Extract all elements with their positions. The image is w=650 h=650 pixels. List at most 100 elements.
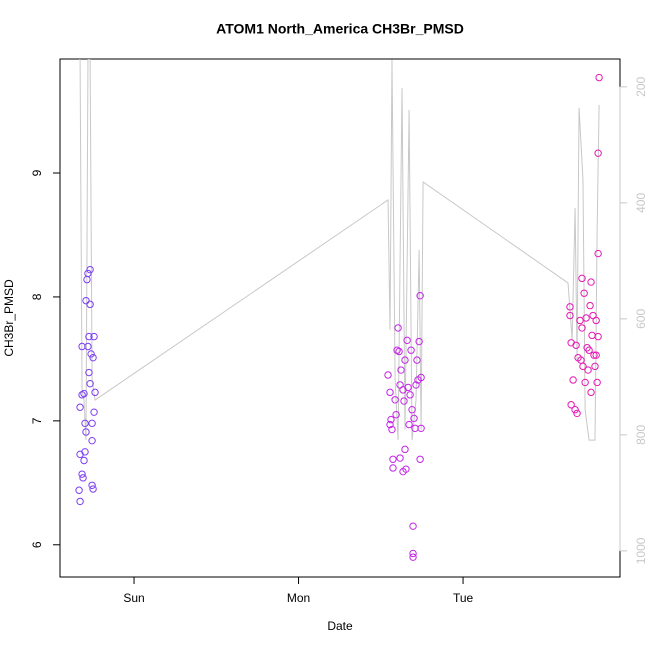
- data-point: [394, 324, 402, 332]
- data-point: [587, 278, 595, 286]
- data-point: [576, 316, 584, 325]
- data-point: [76, 497, 84, 506]
- data-point: [76, 403, 84, 411]
- data-point: [410, 414, 418, 423]
- y-tick-label: 8: [30, 293, 44, 300]
- data-point: [592, 351, 600, 359]
- data-point: [415, 337, 423, 346]
- data-point: [566, 303, 574, 311]
- data-point: [566, 311, 574, 320]
- data-point: [578, 324, 586, 332]
- data-point: [407, 346, 415, 354]
- data-point: [571, 406, 579, 414]
- data-point: [89, 485, 97, 493]
- x-axis-label: Date: [327, 619, 353, 633]
- y2-tick-label: 200: [634, 77, 648, 97]
- data-point: [85, 332, 93, 341]
- data-point: [594, 249, 602, 258]
- data-point: [386, 388, 394, 397]
- data-point: [88, 436, 96, 445]
- data-point: [80, 456, 88, 465]
- data-point: [79, 474, 87, 482]
- x-tick-label: Mon: [287, 591, 310, 605]
- data-point: [580, 289, 588, 297]
- data-point: [91, 388, 99, 397]
- data-point: [567, 401, 575, 409]
- data-point: [90, 332, 98, 341]
- data-point: [409, 549, 417, 558]
- data-point: [401, 445, 409, 454]
- y-tick-label: 6: [30, 541, 44, 548]
- data-point: [389, 464, 397, 472]
- data-point: [386, 420, 394, 429]
- data-point: [82, 296, 90, 305]
- data-point: [416, 291, 424, 300]
- data-point: [584, 366, 592, 374]
- y2-tick-label: 1000: [634, 537, 648, 564]
- data-point: [75, 486, 83, 494]
- plot-area: [75, 59, 603, 561]
- data-point: [416, 455, 424, 463]
- data-point: [595, 73, 603, 82]
- y2-tick-label: 600: [634, 309, 648, 329]
- x-tick-label: Sun: [123, 591, 144, 605]
- data-point: [593, 378, 601, 387]
- data-point: [417, 373, 425, 382]
- data-point: [404, 383, 412, 392]
- data-point: [405, 420, 413, 429]
- data-point: [89, 353, 97, 362]
- pressure-line: [79, 59, 600, 441]
- data-point: [573, 409, 581, 418]
- data-point: [391, 396, 399, 404]
- data-point: [88, 419, 96, 428]
- chart-title: ATOM1 North_America CH3Br_PMSD: [216, 21, 464, 37]
- data-point: [403, 336, 411, 345]
- data-point: [78, 391, 86, 399]
- data-point: [594, 149, 602, 157]
- x-tick-label: Tue: [453, 591, 474, 605]
- data-point: [592, 316, 600, 325]
- data-point: [409, 553, 417, 561]
- data-point: [396, 454, 404, 462]
- data-point: [594, 332, 602, 341]
- data-point: [401, 356, 409, 364]
- data-point: [590, 351, 598, 359]
- data-point: [82, 428, 90, 436]
- data-point: [90, 408, 98, 416]
- data-point: [84, 269, 92, 278]
- y-tick-label: 7: [30, 417, 44, 424]
- data-point: [84, 342, 92, 351]
- data-point: [577, 356, 585, 364]
- data-point: [587, 388, 595, 397]
- data-point: [393, 346, 401, 354]
- y2-tick-label: 800: [634, 425, 648, 445]
- data-point: [572, 341, 580, 349]
- data-point: [582, 314, 590, 322]
- data-point: [585, 346, 593, 354]
- data-point: [80, 389, 88, 398]
- data-point: [409, 522, 417, 530]
- data-point: [78, 470, 86, 478]
- data-point: [392, 410, 400, 419]
- data-point: [591, 362, 599, 371]
- data-point: [578, 274, 586, 283]
- data-point: [384, 371, 392, 379]
- data-point: [413, 356, 421, 364]
- data-point: [397, 366, 405, 374]
- data-point: [85, 368, 93, 377]
- data-point: [399, 467, 407, 476]
- data-point: [569, 376, 577, 384]
- data-point: [406, 391, 414, 399]
- data-point: [388, 425, 396, 434]
- data-point: [583, 344, 591, 352]
- y2-tick-label: 400: [634, 193, 648, 213]
- data-point: [81, 419, 89, 428]
- data-point: [417, 424, 425, 432]
- data-point: [387, 415, 395, 424]
- y-axis-label: CH3Br_PMSD: [2, 279, 16, 357]
- data-point: [87, 350, 95, 358]
- data-point: [86, 379, 94, 388]
- y-tick-label: 9: [30, 169, 44, 176]
